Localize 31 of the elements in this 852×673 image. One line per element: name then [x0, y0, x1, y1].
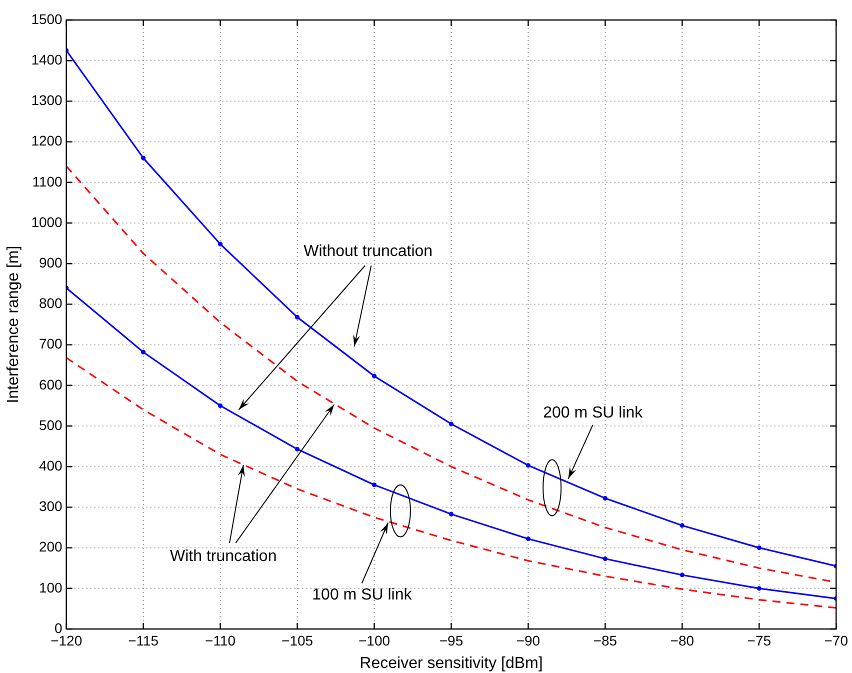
- y-tick-label: 700: [38, 336, 63, 352]
- y-tick-label: 1500: [31, 10, 63, 27]
- y-tick-label: 1000: [31, 214, 63, 230]
- annotation: With truncation: [170, 548, 277, 566]
- y-tick-label: 100: [38, 579, 63, 596]
- x-tick-label: −80: [670, 632, 694, 648]
- x-tick-label: −105: [282, 632, 314, 648]
- y-tick-label: 300: [38, 498, 63, 514]
- y-tick-label: 900: [38, 254, 63, 270]
- y-tick-label: 1300: [31, 92, 63, 108]
- x-tick-label: −75: [747, 632, 772, 648]
- x-tick-label: −110: [205, 632, 236, 648]
- x-tick-label: −70: [824, 632, 848, 648]
- y-tick-label: 1100: [32, 173, 63, 190]
- x-tick-label: −115: [128, 632, 159, 648]
- y-tick-label: 1400: [31, 51, 63, 68]
- x-tick-label: −85: [593, 632, 618, 648]
- x-tick-label: −90: [516, 632, 540, 648]
- x-tick-label: −100: [358, 632, 390, 648]
- y-tick-label: 400: [38, 457, 63, 474]
- y-axis-title: Interference range [m]: [5, 246, 22, 404]
- x-axis-title: Receiver sensitivity [dBm]: [360, 654, 543, 672]
- y-tick-label: 500: [38, 416, 63, 433]
- annotation: 200 m SU link: [543, 404, 644, 422]
- annotation: 100 m SU link: [312, 586, 413, 604]
- y-tick-label: 600: [38, 376, 63, 392]
- y-tick-label: 200: [38, 538, 63, 555]
- x-tick-label: −95: [439, 632, 464, 648]
- y-tick-label: 1200: [31, 132, 63, 149]
- annotation: Without truncation: [304, 242, 433, 260]
- y-tick-label: 800: [38, 295, 63, 312]
